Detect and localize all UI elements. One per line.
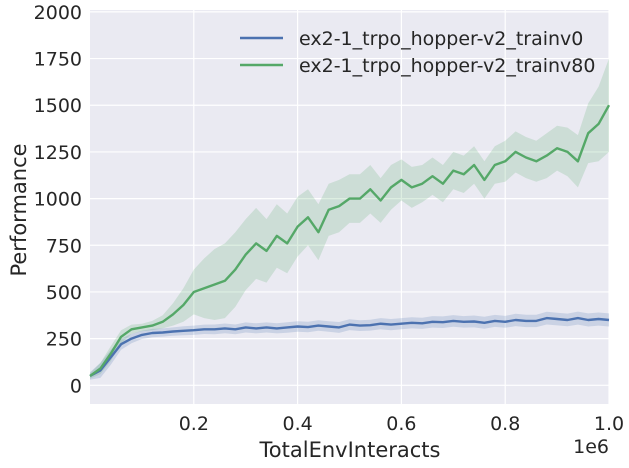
grid (90, 10, 610, 404)
y-tick-label: 1000 (34, 189, 82, 211)
y-tick-label: 2000 (34, 2, 82, 24)
legend-label: ex2-1_trpo_hopper-v2_trainv0 (299, 28, 583, 50)
y-tick-label: 750 (46, 235, 82, 257)
y-tick-label: 1750 (34, 49, 82, 71)
x-tick-label: 1.0 (594, 413, 624, 435)
legend: ex2-1_trpo_hopper-v2_trainv0 ex2-1_trpo_h… (240, 28, 595, 77)
y-tick-label: 1500 (34, 95, 82, 117)
x-tick-labels: 0.2 0.4 0.6 0.8 1.0 (179, 413, 624, 435)
series-1-band (90, 58, 609, 379)
y-tick-label: 500 (46, 282, 82, 304)
y-axis-label: Performance (7, 143, 31, 276)
x-tick-label: 0.8 (490, 413, 520, 435)
y-tick-label: 250 (46, 329, 82, 351)
y-tick-label: 0 (70, 375, 82, 397)
y-tick-labels: 0 250 500 750 1000 1250 1500 1750 2000 (34, 2, 82, 397)
x-offset-label: 1e6 (573, 436, 609, 458)
x-tick-label: 0.4 (282, 413, 312, 435)
legend-label: ex2-1_trpo_hopper-v2_trainv80 (299, 55, 595, 77)
x-tick-label: 0.6 (386, 413, 416, 435)
series-0-line (89, 316, 610, 378)
series-lines (89, 104, 611, 378)
x-axis-label: TotalEnvInteracts (259, 438, 441, 462)
x-tick-label: 0.2 (179, 413, 209, 435)
y-tick-label: 1250 (34, 142, 82, 164)
series-1-line (89, 104, 611, 377)
